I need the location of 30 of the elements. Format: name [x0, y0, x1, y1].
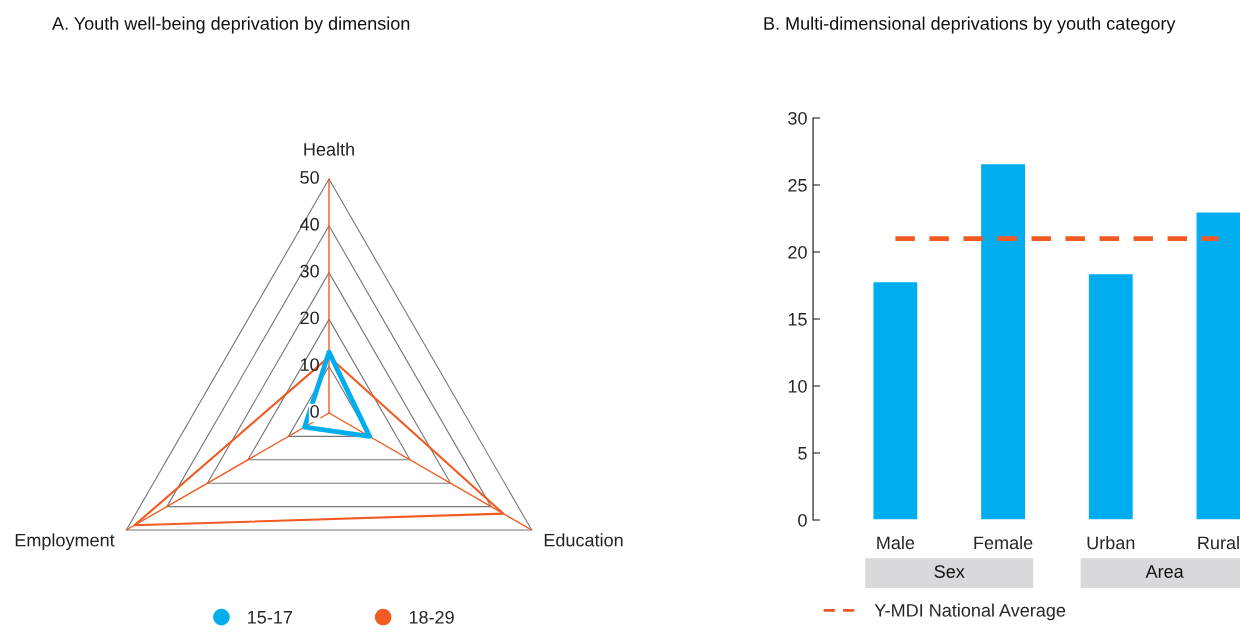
- y-tick-label: 10: [788, 379, 807, 393]
- y-tick-label: 10: [300, 358, 319, 372]
- text: Sex: [934, 565, 965, 578]
- spoke-label: Employment: [15, 533, 115, 551]
- x-tick-label: Male: [877, 535, 915, 550]
- x-tick-label: Urban: [1087, 535, 1135, 550]
- spoke-label: Education: [544, 533, 623, 547]
- y-tick-label: 20: [300, 311, 319, 325]
- x-tick-label: Rural: [1198, 535, 1239, 550]
- x-tick-label: Female: [974, 535, 1033, 550]
- y-tick-label: 30: [788, 111, 807, 125]
- y-tick-label: 20: [788, 245, 807, 259]
- chart-title: B. Multi-dimensional deprivations by youth category: [764, 16, 1176, 34]
- legend-label: 18-29: [409, 610, 454, 624]
- y-tick-label: 30: [300, 264, 319, 278]
- text: Area: [1145, 565, 1184, 578]
- spoke-label: Health: [304, 142, 354, 156]
- bar: [1087, 272, 1135, 520]
- bar: [979, 162, 1027, 520]
- y-tick-label: 15: [788, 313, 807, 326]
- legend-label: Y-MDI National Average: [874, 603, 1066, 621]
- bar: [872, 280, 919, 520]
- legend-label: 15-17: [248, 611, 292, 624]
- y-tick-label: 0: [798, 513, 807, 527]
- chart-title: A. Youth well-being deprivation by dimension: [52, 16, 410, 34]
- y-tick-label: 50: [300, 171, 319, 184]
- y-tick-label: 40: [299, 217, 319, 231]
- y-tick-label: 0: [310, 405, 319, 418]
- y-tick-label: 25: [788, 178, 807, 192]
- y-tick-label: 5: [798, 447, 807, 460]
